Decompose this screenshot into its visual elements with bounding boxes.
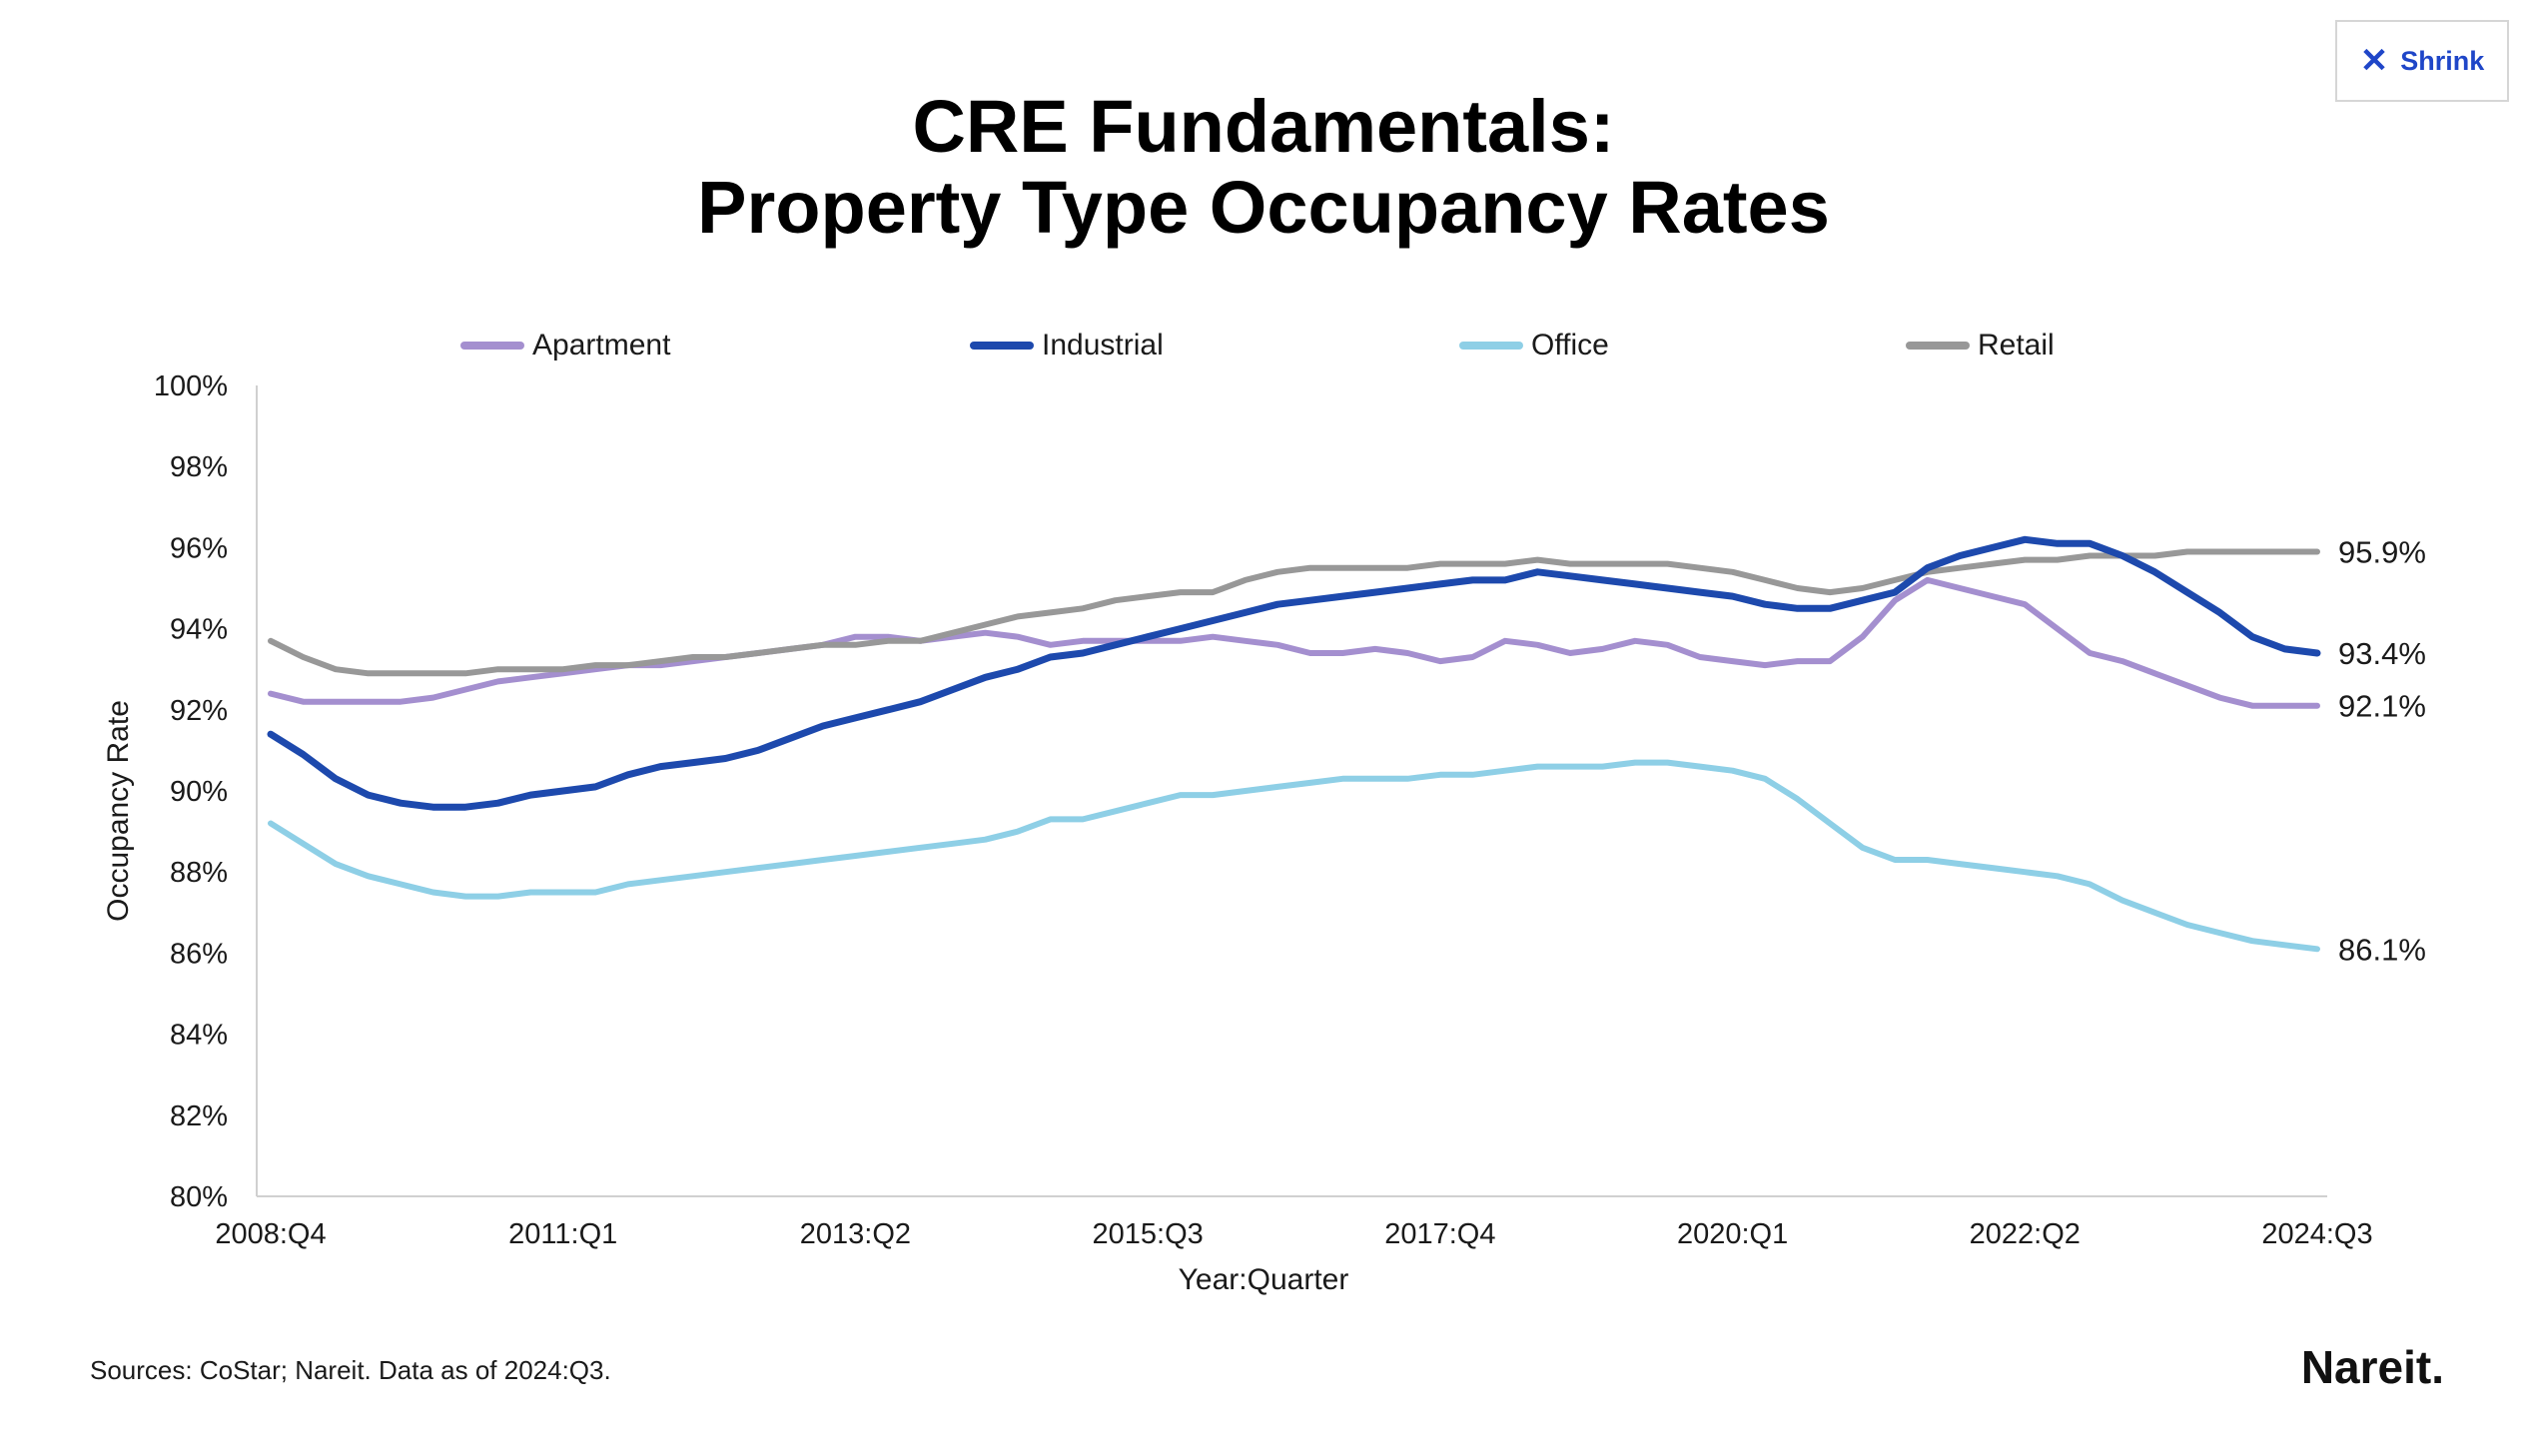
- y-axis-title: Occupancy Rate: [102, 700, 135, 922]
- x-tick-label: 2022:Q2: [1970, 1218, 2081, 1250]
- y-tick-label: 96%: [170, 532, 228, 564]
- series-line-retail: [268, 548, 2320, 677]
- x-tick-label: 2024:Q3: [2261, 1218, 2372, 1250]
- y-tick-label: 84%: [170, 1020, 228, 1052]
- y-tick-label: 86%: [170, 938, 228, 970]
- chart-subtitle: Property Type Occupancy Rates: [697, 166, 1830, 249]
- x-tick-label: 2011:Q1: [508, 1218, 617, 1250]
- x-tick-label: 2020:Q1: [1677, 1218, 1788, 1250]
- x-tick-label: 2015:Q3: [1093, 1218, 1204, 1250]
- shrink-button[interactable]: ✕ Shrink: [2335, 20, 2509, 102]
- legend-label: Office: [1531, 329, 1609, 362]
- end-labels: 95.9% 93.4% 92.1% 86.1%: [2338, 534, 2426, 967]
- legend-label: Industrial: [1042, 329, 1164, 362]
- y-tick-label: 80%: [170, 1181, 228, 1213]
- legend: Apartment Industrial Office Retail: [460, 329, 2055, 362]
- axes: 80% 82% 84% 86% 88% 90% 92% 94% 96% 98% 100% 2008:Q…: [154, 370, 2373, 1250]
- legend-label: Retail: [1978, 329, 2055, 362]
- x-tick-label: 2008:Q4: [215, 1218, 326, 1250]
- nareit-logo: Nareit.: [2301, 1341, 2444, 1393]
- end-value-label: 86.1%: [2338, 932, 2426, 967]
- end-value-label: 92.1%: [2338, 689, 2426, 724]
- y-tick-label: 90%: [170, 776, 228, 808]
- end-value-label: 93.4%: [2338, 636, 2426, 671]
- x-axis-title: Year:Quarter: [1179, 1263, 1349, 1296]
- chart-title: CRE Fundamentals:: [912, 85, 1614, 168]
- y-tick-label: 98%: [170, 451, 228, 483]
- series-layer: [267, 535, 2321, 953]
- legend-label: Apartment: [532, 329, 671, 362]
- close-icon: ✕: [2359, 42, 2389, 80]
- y-tick-label: 82%: [170, 1100, 228, 1132]
- y-tick-label: 100%: [154, 370, 228, 402]
- series-line-office: [268, 759, 2320, 953]
- y-tick-label: 88%: [170, 857, 228, 889]
- series-line-industrial: [267, 535, 2321, 811]
- y-tick-label: 92%: [170, 695, 228, 727]
- end-value-label: 95.9%: [2338, 534, 2426, 569]
- x-tick-label: 2013:Q2: [800, 1218, 911, 1250]
- shrink-button-label: Shrink: [2400, 45, 2485, 76]
- x-tick-label: 2017:Q4: [1384, 1218, 1495, 1250]
- y-tick-label: 94%: [170, 614, 228, 646]
- sources-note: Sources: CoStar; Nareit. Data as of 2024…: [90, 1355, 611, 1385]
